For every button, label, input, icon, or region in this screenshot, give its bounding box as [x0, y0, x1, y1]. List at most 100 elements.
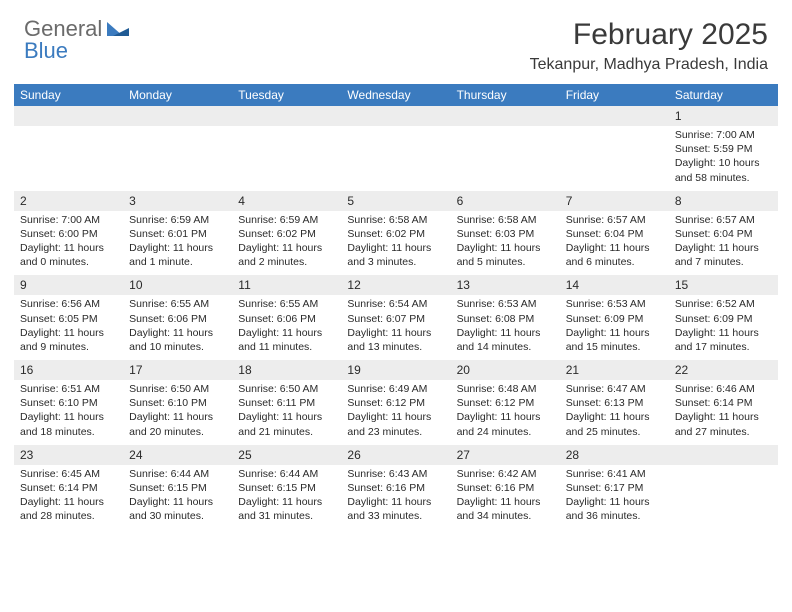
sunset-text: Sunset: 6:01 PM — [129, 227, 226, 241]
day-content: Sunrise: 6:57 AMSunset: 6:04 PMDaylight:… — [560, 211, 669, 276]
day-content: Sunrise: 7:00 AMSunset: 5:59 PMDaylight:… — [669, 126, 778, 191]
sunrise-text: Sunrise: 6:51 AM — [20, 382, 117, 396]
daylight-text: Daylight: 11 hours and 34 minutes. — [457, 495, 554, 523]
sunrise-text: Sunrise: 6:49 AM — [347, 382, 444, 396]
day-content: Sunrise: 6:59 AMSunset: 6:01 PMDaylight:… — [123, 211, 232, 276]
sunset-text: Sunset: 6:02 PM — [347, 227, 444, 241]
daylight-text: Daylight: 11 hours and 6 minutes. — [566, 241, 663, 269]
sunrise-text: Sunrise: 6:45 AM — [20, 467, 117, 481]
sunset-text: Sunset: 6:06 PM — [238, 312, 335, 326]
daylight-text: Daylight: 11 hours and 9 minutes. — [20, 326, 117, 354]
sunrise-text: Sunrise: 6:57 AM — [566, 213, 663, 227]
daylight-text: Daylight: 11 hours and 25 minutes. — [566, 410, 663, 438]
day-content: Sunrise: 6:58 AMSunset: 6:03 PMDaylight:… — [451, 211, 560, 276]
daylight-text: Daylight: 11 hours and 2 minutes. — [238, 241, 335, 269]
daylight-text: Daylight: 11 hours and 30 minutes. — [129, 495, 226, 523]
month-title: February 2025 — [530, 18, 768, 52]
sunset-text: Sunset: 6:00 PM — [20, 227, 117, 241]
daylight-text: Daylight: 11 hours and 11 minutes. — [238, 326, 335, 354]
daycontent-row: Sunrise: 6:56 AMSunset: 6:05 PMDaylight:… — [14, 295, 778, 360]
sunrise-text: Sunrise: 6:53 AM — [457, 297, 554, 311]
sunrise-text: Sunrise: 6:55 AM — [129, 297, 226, 311]
day-number: 19 — [341, 360, 450, 380]
daylight-text: Daylight: 11 hours and 36 minutes. — [566, 495, 663, 523]
day-content: Sunrise: 6:49 AMSunset: 6:12 PMDaylight:… — [341, 380, 450, 445]
sunrise-text: Sunrise: 6:55 AM — [238, 297, 335, 311]
daylight-text: Daylight: 11 hours and 23 minutes. — [347, 410, 444, 438]
day-number: 6 — [451, 191, 560, 211]
sunset-text: Sunset: 6:12 PM — [347, 396, 444, 410]
day-number: 15 — [669, 275, 778, 295]
day-content — [669, 465, 778, 530]
day-number: 25 — [232, 445, 341, 465]
day-number — [451, 106, 560, 126]
day-content — [451, 126, 560, 191]
location-text: Tekanpur, Madhya Pradesh, India — [530, 56, 768, 74]
day-number: 12 — [341, 275, 450, 295]
daycontent-row: Sunrise: 7:00 AMSunset: 6:00 PMDaylight:… — [14, 211, 778, 276]
day-content: Sunrise: 6:58 AMSunset: 6:02 PMDaylight:… — [341, 211, 450, 276]
daylight-text: Daylight: 11 hours and 18 minutes. — [20, 410, 117, 438]
day-content: Sunrise: 6:53 AMSunset: 6:08 PMDaylight:… — [451, 295, 560, 360]
day-content: Sunrise: 6:43 AMSunset: 6:16 PMDaylight:… — [341, 465, 450, 530]
day-number: 20 — [451, 360, 560, 380]
day-content: Sunrise: 6:45 AMSunset: 6:14 PMDaylight:… — [14, 465, 123, 530]
day-content: Sunrise: 6:55 AMSunset: 6:06 PMDaylight:… — [232, 295, 341, 360]
daylight-text: Daylight: 11 hours and 21 minutes. — [238, 410, 335, 438]
logo-triangle-icon — [107, 20, 129, 40]
sunset-text: Sunset: 6:05 PM — [20, 312, 117, 326]
sunset-text: Sunset: 6:07 PM — [347, 312, 444, 326]
sunset-text: Sunset: 5:59 PM — [675, 142, 772, 156]
day-number — [341, 106, 450, 126]
day-number — [232, 106, 341, 126]
sunrise-text: Sunrise: 6:54 AM — [347, 297, 444, 311]
sunrise-text: Sunrise: 6:47 AM — [566, 382, 663, 396]
day-number: 9 — [14, 275, 123, 295]
logo: General Blue — [24, 18, 129, 62]
day-number: 2 — [14, 191, 123, 211]
day-number — [14, 106, 123, 126]
sunrise-text: Sunrise: 6:48 AM — [457, 382, 554, 396]
day-content: Sunrise: 6:57 AMSunset: 6:04 PMDaylight:… — [669, 211, 778, 276]
sunrise-text: Sunrise: 6:41 AM — [566, 467, 663, 481]
daylight-text: Daylight: 11 hours and 0 minutes. — [20, 241, 117, 269]
day-content — [341, 126, 450, 191]
daylight-text: Daylight: 11 hours and 24 minutes. — [457, 410, 554, 438]
sunset-text: Sunset: 6:03 PM — [457, 227, 554, 241]
day-number: 23 — [14, 445, 123, 465]
daylight-text: Daylight: 11 hours and 7 minutes. — [675, 241, 772, 269]
daylight-text: Daylight: 11 hours and 20 minutes. — [129, 410, 226, 438]
day-header-cell: Saturday — [669, 84, 778, 106]
logo-blue-text: Blue — [24, 38, 68, 63]
sunrise-text: Sunrise: 6:50 AM — [129, 382, 226, 396]
daycontent-row: Sunrise: 7:00 AMSunset: 5:59 PMDaylight:… — [14, 126, 778, 191]
daylight-text: Daylight: 11 hours and 3 minutes. — [347, 241, 444, 269]
day-content: Sunrise: 6:54 AMSunset: 6:07 PMDaylight:… — [341, 295, 450, 360]
sunset-text: Sunset: 6:15 PM — [238, 481, 335, 495]
daylight-text: Daylight: 11 hours and 5 minutes. — [457, 241, 554, 269]
sunrise-text: Sunrise: 6:50 AM — [238, 382, 335, 396]
sunrise-text: Sunrise: 6:58 AM — [457, 213, 554, 227]
day-number: 16 — [14, 360, 123, 380]
sunset-text: Sunset: 6:10 PM — [129, 396, 226, 410]
day-content: Sunrise: 6:55 AMSunset: 6:06 PMDaylight:… — [123, 295, 232, 360]
daylight-text: Daylight: 11 hours and 17 minutes. — [675, 326, 772, 354]
day-number: 21 — [560, 360, 669, 380]
day-number: 5 — [341, 191, 450, 211]
sunrise-text: Sunrise: 6:52 AM — [675, 297, 772, 311]
day-content: Sunrise: 6:44 AMSunset: 6:15 PMDaylight:… — [232, 465, 341, 530]
daylight-text: Daylight: 11 hours and 1 minute. — [129, 241, 226, 269]
title-block: February 2025 Tekanpur, Madhya Pradesh, … — [530, 18, 768, 74]
sunrise-text: Sunrise: 7:00 AM — [20, 213, 117, 227]
sunrise-text: Sunrise: 6:44 AM — [129, 467, 226, 481]
day-header-cell: Wednesday — [341, 84, 450, 106]
day-content: Sunrise: 7:00 AMSunset: 6:00 PMDaylight:… — [14, 211, 123, 276]
day-header-cell: Thursday — [451, 84, 560, 106]
day-number: 26 — [341, 445, 450, 465]
sunset-text: Sunset: 6:15 PM — [129, 481, 226, 495]
day-content — [123, 126, 232, 191]
day-header-row: Sunday Monday Tuesday Wednesday Thursday… — [14, 84, 778, 106]
sunset-text: Sunset: 6:10 PM — [20, 396, 117, 410]
daylight-text: Daylight: 10 hours and 58 minutes. — [675, 156, 772, 184]
day-content — [14, 126, 123, 191]
